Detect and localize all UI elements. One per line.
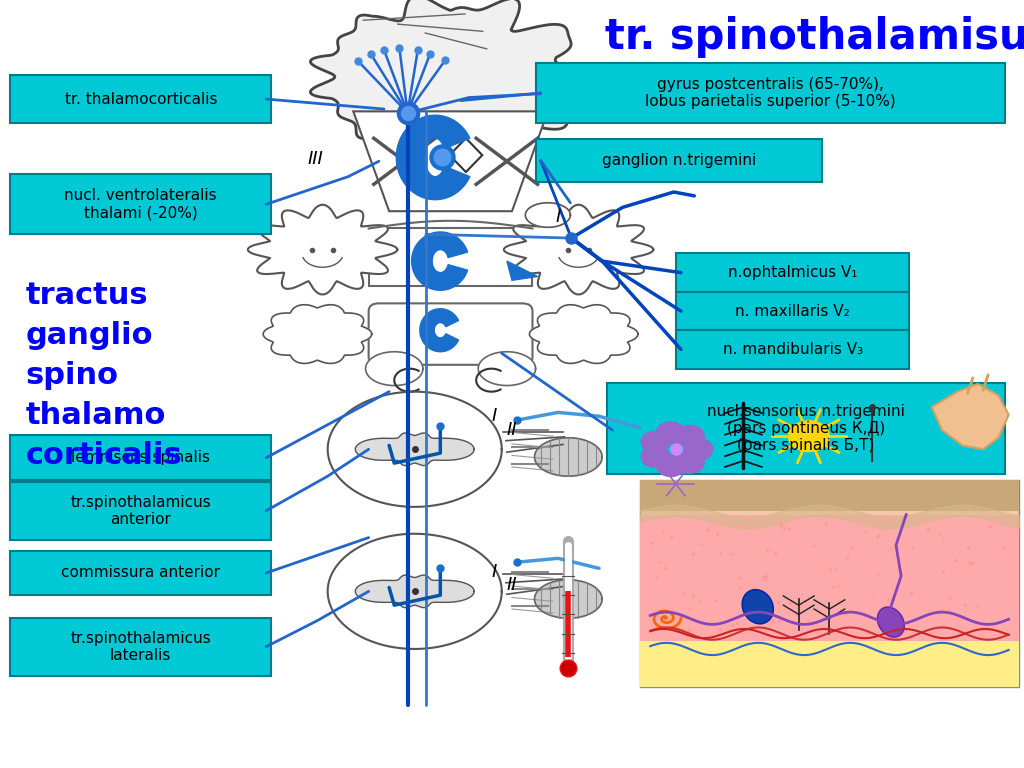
Circle shape (656, 455, 685, 476)
FancyBboxPatch shape (676, 253, 909, 292)
Text: thalamo: thalamo (26, 401, 166, 430)
Text: tr. spinothalamisus: tr. spinothalamisus (605, 16, 1024, 58)
Text: tr. thalamocorticalis: tr. thalamocorticalis (65, 91, 217, 107)
Polygon shape (366, 352, 423, 386)
Circle shape (641, 446, 670, 468)
Polygon shape (328, 534, 502, 649)
Polygon shape (504, 205, 653, 294)
Polygon shape (420, 309, 459, 352)
Text: ganglion n.trigemini: ganglion n.trigemini (602, 153, 756, 168)
Text: corticalis: corticalis (26, 441, 182, 470)
FancyBboxPatch shape (676, 330, 909, 369)
FancyBboxPatch shape (640, 480, 1019, 511)
Polygon shape (535, 580, 602, 618)
Polygon shape (396, 115, 470, 200)
Circle shape (641, 431, 670, 452)
Polygon shape (310, 0, 607, 157)
FancyBboxPatch shape (10, 75, 271, 123)
Text: II: II (507, 576, 517, 594)
Polygon shape (535, 438, 602, 476)
Polygon shape (355, 433, 474, 465)
Circle shape (676, 425, 705, 447)
Polygon shape (450, 138, 482, 172)
Circle shape (684, 439, 713, 460)
Text: nucl. ventrolateralis
thalami (-20%): nucl. ventrolateralis thalami (-20%) (65, 188, 217, 220)
FancyBboxPatch shape (10, 482, 271, 540)
Polygon shape (353, 111, 548, 211)
Text: gyrus postcentralis (65-70%),
lobus parietalis superior (5-10%): gyrus postcentralis (65-70%), lobus pari… (645, 77, 895, 109)
Ellipse shape (878, 607, 904, 637)
FancyBboxPatch shape (640, 641, 1019, 687)
Circle shape (656, 422, 685, 444)
FancyBboxPatch shape (640, 480, 1019, 687)
FancyBboxPatch shape (676, 292, 909, 330)
Circle shape (788, 421, 829, 452)
FancyBboxPatch shape (369, 303, 532, 365)
Polygon shape (263, 305, 372, 363)
FancyBboxPatch shape (10, 435, 271, 480)
Text: nucl.sensorius n.trigemini
(pars pontineus К,Д)
(pars spinalis Б,Т): nucl.sensorius n.trigemini (pars pontine… (707, 404, 905, 453)
Polygon shape (369, 229, 532, 286)
Text: I: I (555, 207, 561, 226)
Text: n. mandibularis V₃: n. mandibularis V₃ (723, 342, 862, 357)
FancyBboxPatch shape (10, 174, 271, 234)
Text: n. maxillaris V₂: n. maxillaris V₂ (735, 303, 850, 319)
Text: I: I (492, 407, 498, 425)
Ellipse shape (742, 590, 773, 624)
Text: n.ophtalmicus V₁: n.ophtalmicus V₁ (728, 265, 857, 280)
FancyBboxPatch shape (10, 551, 271, 595)
Text: tr.spinothalamicus
lateralis: tr.spinothalamicus lateralis (71, 631, 211, 664)
FancyBboxPatch shape (640, 515, 1019, 641)
Polygon shape (328, 392, 502, 507)
Polygon shape (525, 203, 570, 227)
Polygon shape (478, 352, 536, 386)
Text: tr.spinothalamicus
anterior: tr.spinothalamicus anterior (71, 495, 211, 528)
Polygon shape (355, 575, 474, 607)
Polygon shape (412, 232, 468, 290)
Text: spino: spino (26, 361, 119, 390)
FancyBboxPatch shape (536, 139, 822, 182)
Text: III: III (307, 150, 324, 168)
Circle shape (676, 452, 705, 473)
FancyBboxPatch shape (536, 63, 1005, 123)
Polygon shape (529, 305, 638, 363)
Text: II: II (507, 421, 517, 439)
FancyBboxPatch shape (607, 383, 1005, 474)
Text: lemniscus spinalis: lemniscus spinalis (72, 450, 210, 465)
Text: ganglio: ganglio (26, 321, 154, 350)
Polygon shape (932, 384, 1009, 449)
Text: commissura anterior: commissura anterior (61, 565, 220, 581)
Text: I: I (492, 563, 498, 581)
FancyBboxPatch shape (10, 618, 271, 676)
Text: tractus: tractus (26, 281, 148, 310)
Polygon shape (248, 205, 397, 294)
Polygon shape (507, 261, 538, 280)
